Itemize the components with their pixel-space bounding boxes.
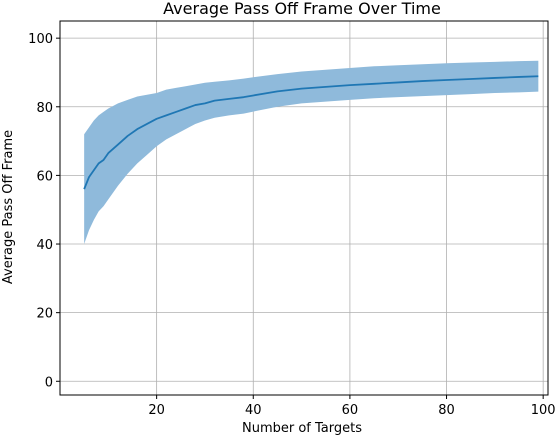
confidence-band	[84, 60, 539, 245]
x-tick-label: 20	[148, 403, 165, 418]
x-axis-label: Number of Targets	[242, 421, 362, 435]
x-tick-label: 40	[245, 403, 262, 418]
x-tick-label: 80	[438, 403, 455, 418]
tick-layer: 20 40 60 80 100 0 20 40 60 80 100	[28, 32, 555, 418]
y-tick-label: 60	[36, 169, 53, 184]
chart-title: Average Pass Off Frame Over Time	[163, 0, 441, 18]
y-tick-label: 80	[36, 101, 53, 116]
plot-border	[59, 20, 549, 396]
plot-frame	[59, 20, 549, 396]
y-tick-label: 40	[36, 238, 53, 253]
x-tick-label: 100	[531, 403, 555, 418]
line-layer	[83, 75, 539, 190]
band-layer	[84, 60, 539, 245]
y-tick-label: 20	[36, 307, 53, 322]
x-tick-label: 60	[342, 403, 359, 418]
y-axis-label: Average Pass Off Frame	[1, 130, 16, 284]
y-tick-label: 0	[45, 375, 53, 390]
mean-line	[83, 75, 539, 190]
y-tick-label: 100	[28, 32, 53, 47]
